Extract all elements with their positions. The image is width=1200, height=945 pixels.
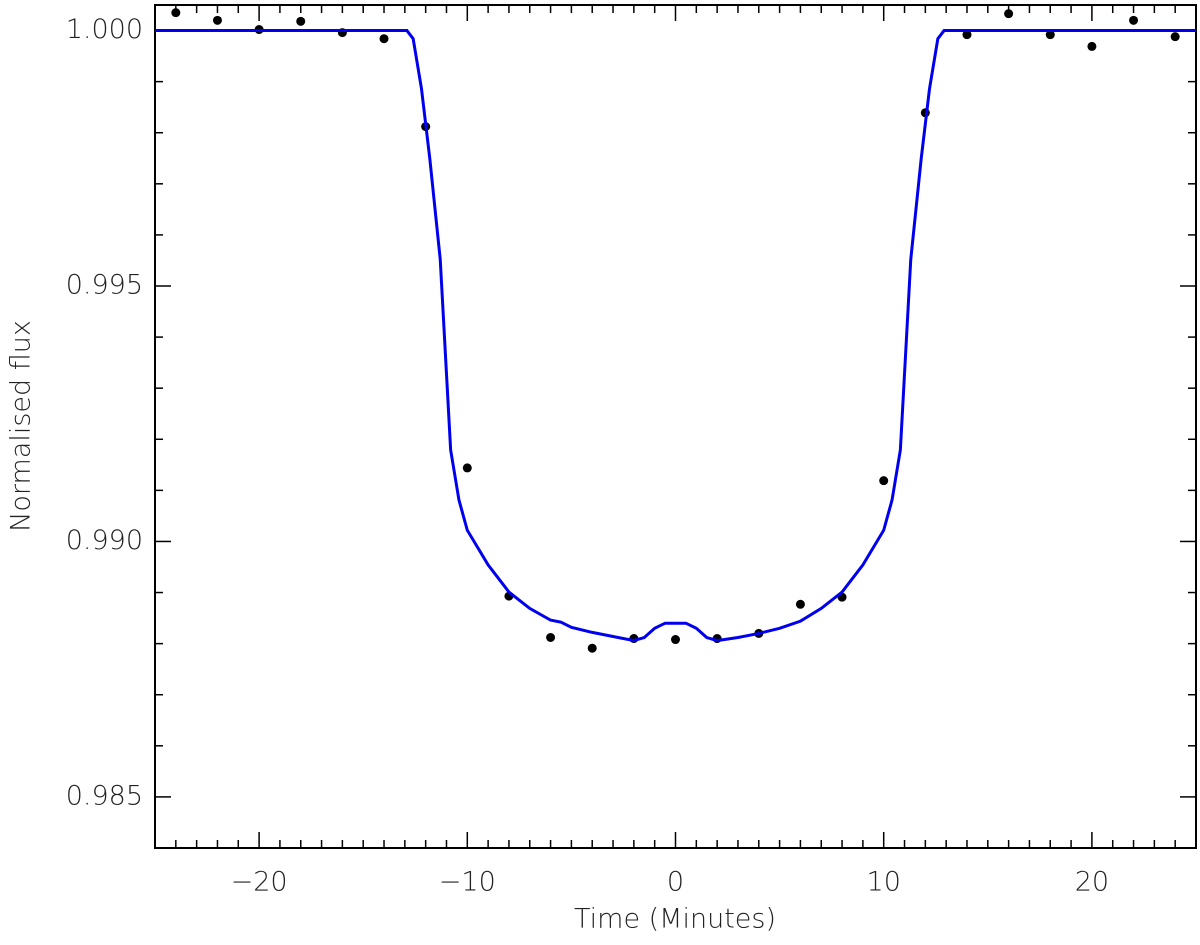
plot-frame — [154, 4, 1197, 849]
data-point — [1004, 9, 1014, 19]
data-point — [587, 643, 597, 653]
data-point — [795, 599, 805, 609]
data-point — [1129, 15, 1139, 25]
y-axis-label: Normalised flux — [6, 320, 37, 532]
x-axis-label: Time (Minutes) — [574, 904, 776, 935]
y-tick-label: 0.995 — [66, 270, 143, 301]
data-point — [462, 463, 472, 473]
y-tick-label: 1.000 — [66, 14, 143, 45]
data-point — [212, 15, 222, 25]
data-point — [171, 8, 181, 18]
x-tick-label: 20 — [1075, 867, 1109, 898]
data-point — [296, 16, 306, 26]
x-tick-label: −20 — [231, 867, 288, 898]
y-tick-label: 0.990 — [66, 525, 143, 556]
x-tick-label: 0 — [667, 867, 684, 898]
data-point — [546, 633, 556, 643]
data-point — [1045, 30, 1055, 40]
data-point — [671, 635, 680, 645]
y-tick-label: 0.985 — [66, 780, 143, 811]
data-point — [879, 476, 889, 486]
data-point — [962, 30, 972, 40]
data-point — [1170, 32, 1180, 42]
model-line — [155, 29, 1196, 643]
data-point — [379, 34, 389, 44]
x-tick-label: −10 — [439, 867, 496, 898]
data-point — [1087, 41, 1097, 51]
x-tick-label: 10 — [867, 867, 901, 898]
